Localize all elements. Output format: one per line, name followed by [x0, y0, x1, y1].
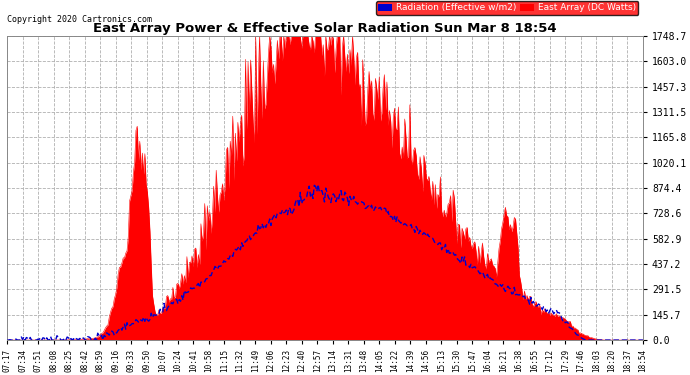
- Text: Copyright 2020 Cartronics.com: Copyright 2020 Cartronics.com: [8, 15, 152, 24]
- Title: East Array Power & Effective Solar Radiation Sun Mar 8 18:54: East Array Power & Effective Solar Radia…: [93, 22, 557, 34]
- Legend: Radiation (Effective w/m2), East Array (DC Watts): Radiation (Effective w/m2), East Array (…: [375, 1, 638, 15]
